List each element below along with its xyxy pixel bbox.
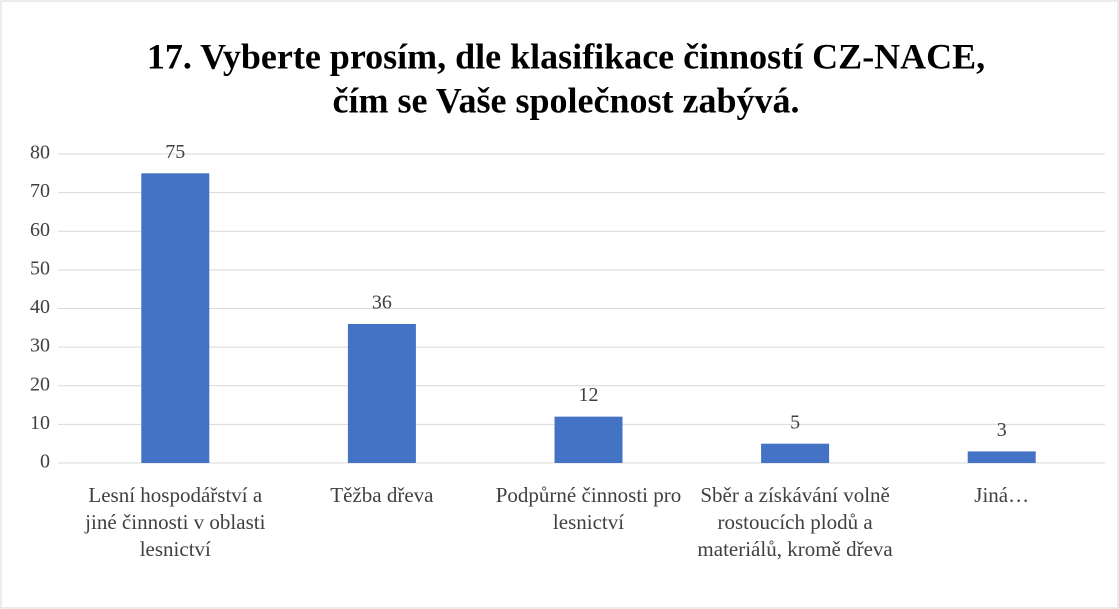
y-tick-label: 70 <box>30 180 50 202</box>
bar <box>761 443 830 463</box>
y-tick-label: 80 <box>30 142 50 164</box>
bar <box>554 416 623 463</box>
chart-title: 17. Vyberte prosím, dle klasifikace činn… <box>147 36 985 76</box>
x-tick-label: Těžba dřeva <box>330 483 434 507</box>
x-tick-label: Sběr a získávání volně rostoucích plodů … <box>697 483 893 561</box>
x-tick-label: Podpůrné činnosti pro lesnictví <box>495 483 682 534</box>
data-label: 12 <box>579 384 599 406</box>
y-tick-label: 30 <box>30 335 50 357</box>
y-tick-label: 0 <box>40 451 50 473</box>
y-tick-label: 50 <box>30 257 50 279</box>
y-tick-label: 60 <box>30 219 50 241</box>
x-tick-label: Jiná… <box>974 483 1030 507</box>
data-label: 3 <box>997 419 1007 441</box>
chart-title: čím se Vaše společnost zabývá. <box>333 80 800 120</box>
y-tick-label: 10 <box>30 412 50 434</box>
data-label: 5 <box>790 411 800 433</box>
data-label: 36 <box>372 292 392 314</box>
y-tick-label: 40 <box>30 296 50 318</box>
data-label: 75 <box>165 141 185 163</box>
bar <box>967 451 1036 463</box>
bar <box>141 173 210 463</box>
y-tick-label: 20 <box>30 373 50 395</box>
bar <box>347 323 416 463</box>
x-tick-label: Lesní hospodářství a jiné činnosti v obl… <box>85 483 266 561</box>
